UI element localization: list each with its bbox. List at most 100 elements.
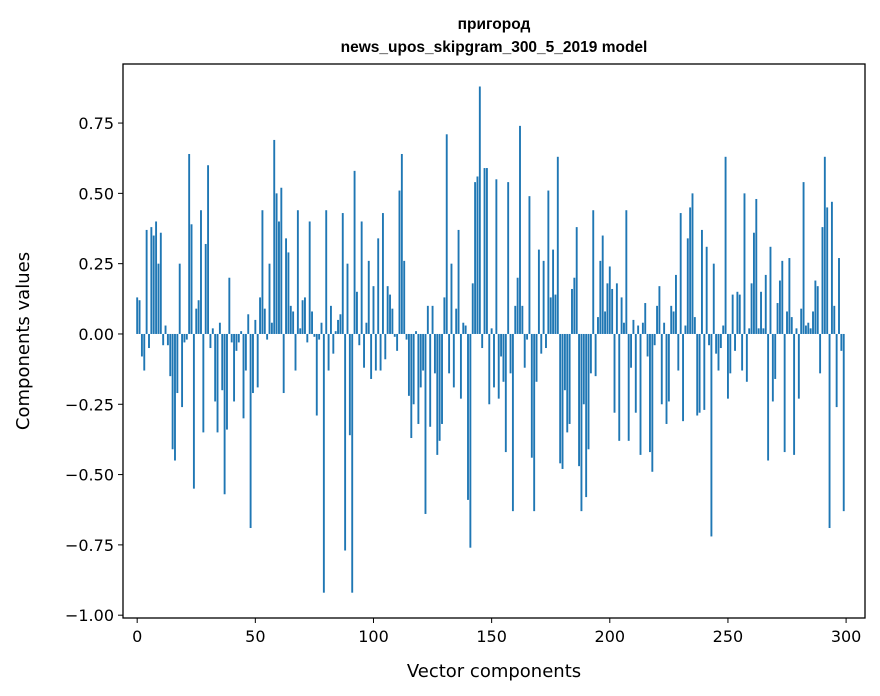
bar — [523, 333, 526, 368]
bar — [807, 322, 810, 334]
bar — [771, 333, 774, 402]
bar — [400, 153, 403, 334]
x-tick-label: 200 — [595, 627, 626, 646]
bar — [578, 333, 581, 467]
bar — [209, 333, 212, 349]
bar — [320, 322, 323, 334]
bar — [398, 190, 401, 334]
bar — [261, 210, 264, 334]
bar — [752, 232, 755, 334]
bar — [606, 283, 609, 334]
bar — [738, 294, 741, 334]
bar — [495, 179, 498, 334]
bar — [790, 317, 793, 334]
bar — [143, 333, 146, 371]
bar — [812, 311, 814, 334]
bar — [500, 333, 503, 357]
bar — [597, 317, 599, 334]
bar — [585, 333, 588, 498]
bar — [535, 333, 538, 382]
bar — [386, 286, 389, 334]
bar — [783, 333, 786, 453]
bar — [793, 333, 796, 455]
bar — [174, 333, 176, 461]
bar — [677, 333, 680, 371]
bar — [268, 263, 271, 334]
bar — [672, 311, 675, 334]
bar — [202, 333, 205, 433]
bar — [228, 277, 231, 334]
bar — [353, 170, 356, 334]
bar — [788, 258, 791, 334]
bar — [462, 322, 465, 334]
bar — [705, 246, 708, 334]
bar — [240, 331, 243, 334]
bar — [675, 274, 677, 334]
bar — [469, 333, 472, 548]
bar — [717, 333, 720, 371]
bar — [195, 308, 198, 334]
bar — [488, 333, 491, 405]
bar — [464, 325, 467, 334]
bar — [381, 213, 384, 334]
bar — [140, 333, 143, 357]
bar — [493, 333, 495, 388]
bar — [589, 333, 592, 374]
bar — [693, 317, 696, 334]
bar — [656, 305, 658, 334]
x-axis-ticks: 0 50 100 150 200 250 300 — [132, 618, 861, 646]
x-tick-label: 100 — [358, 627, 389, 646]
bar — [436, 333, 439, 455]
bar — [136, 297, 139, 334]
bar — [667, 333, 670, 402]
bar — [185, 333, 188, 340]
bar — [554, 294, 557, 334]
bar — [389, 294, 391, 334]
bar — [429, 333, 432, 427]
bar — [715, 333, 718, 354]
bar — [592, 210, 595, 334]
bar — [417, 333, 420, 424]
y-tick-label: 0.25 — [78, 255, 114, 274]
bar — [646, 333, 649, 357]
plot-frame — [122, 63, 866, 619]
bar — [582, 333, 585, 405]
bar — [237, 333, 240, 343]
bar — [708, 333, 710, 346]
bar — [599, 260, 602, 334]
bar — [150, 227, 153, 334]
y-tick-label: −0.75 — [65, 536, 114, 555]
bar — [188, 153, 191, 334]
bar — [278, 221, 280, 334]
bar — [155, 221, 158, 334]
bar — [823, 156, 826, 334]
bar — [504, 333, 507, 453]
bar — [703, 333, 706, 410]
bar — [786, 311, 788, 334]
bar — [377, 238, 380, 334]
bar — [634, 333, 637, 413]
bar — [658, 286, 661, 334]
bar — [292, 311, 295, 334]
bar — [280, 187, 283, 334]
y-tick-label: −0.50 — [65, 466, 114, 485]
bar — [722, 325, 725, 334]
bar — [519, 125, 521, 334]
bar — [452, 333, 455, 388]
bar — [774, 333, 777, 379]
bar — [259, 297, 261, 334]
bar — [424, 333, 427, 514]
bar — [651, 333, 654, 472]
bar — [315, 333, 318, 416]
bar — [415, 331, 417, 334]
bar — [242, 333, 245, 419]
bar — [516, 277, 519, 334]
bar — [540, 333, 543, 354]
bar — [552, 249, 555, 334]
bar — [197, 300, 200, 334]
bar — [207, 165, 210, 334]
bar — [467, 333, 469, 500]
bar — [396, 333, 399, 351]
bar — [157, 263, 160, 334]
bar — [760, 291, 762, 334]
